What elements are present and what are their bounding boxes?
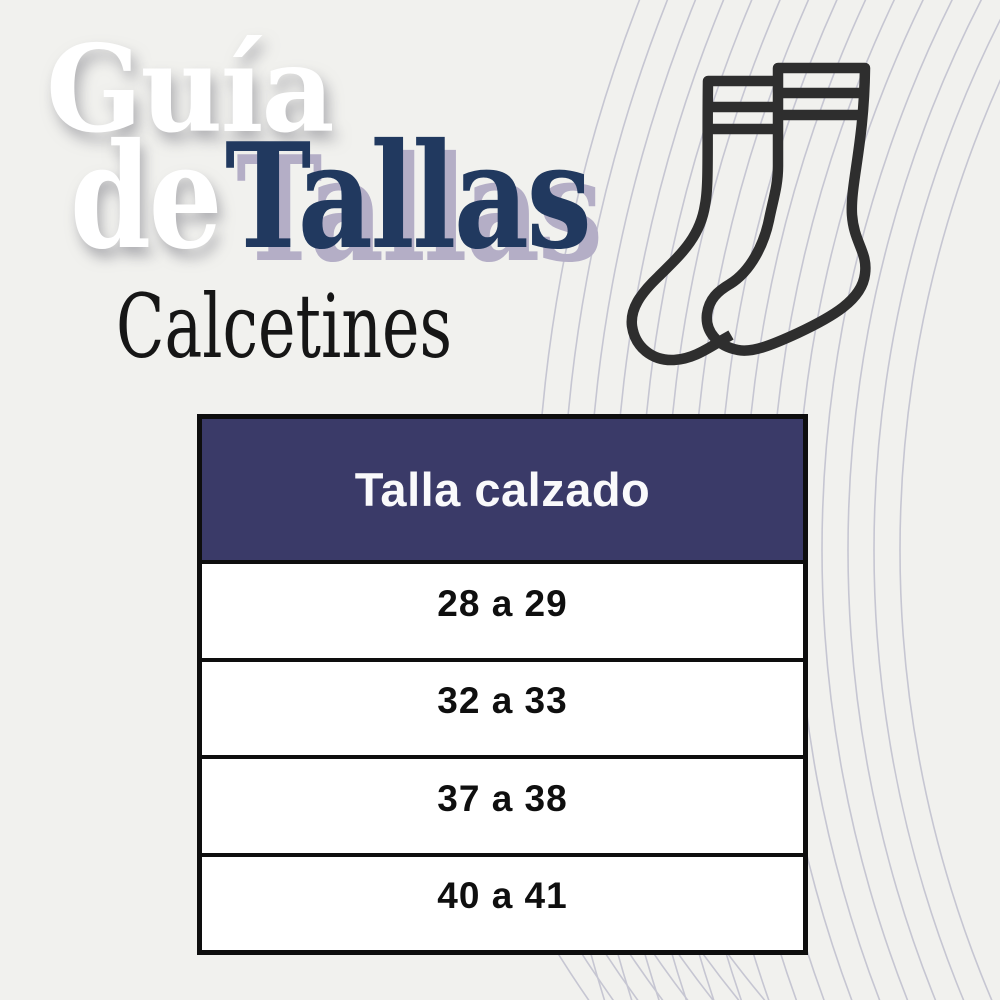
table-row: 32 a 33: [202, 657, 803, 755]
size-table-header: Talla calzado: [202, 419, 803, 564]
socks-icon: [626, 62, 871, 366]
size-value: 37 a 38: [437, 777, 568, 819]
table-row: 40 a 41: [202, 852, 803, 950]
front-sock: [701, 62, 871, 356]
subtitle-calcetines: Calcetines: [116, 275, 453, 378]
back-sock: [626, 75, 777, 366]
title-line2: deTallas: [70, 125, 592, 270]
title-word-tallas: Tallas: [224, 112, 592, 282]
title-word-guia: Guía: [46, 19, 335, 160]
size-table: Talla calzado 28 a 29 32 a 33 37 a 38 40…: [197, 414, 808, 955]
size-value: 40 a 41: [437, 875, 568, 917]
size-value: 32 a 33: [437, 680, 568, 722]
table-row: 37 a 38: [202, 755, 803, 853]
title-word-de: de: [70, 112, 223, 282]
table-row: 28 a 29: [202, 564, 803, 658]
size-value: 28 a 29: [437, 582, 568, 624]
